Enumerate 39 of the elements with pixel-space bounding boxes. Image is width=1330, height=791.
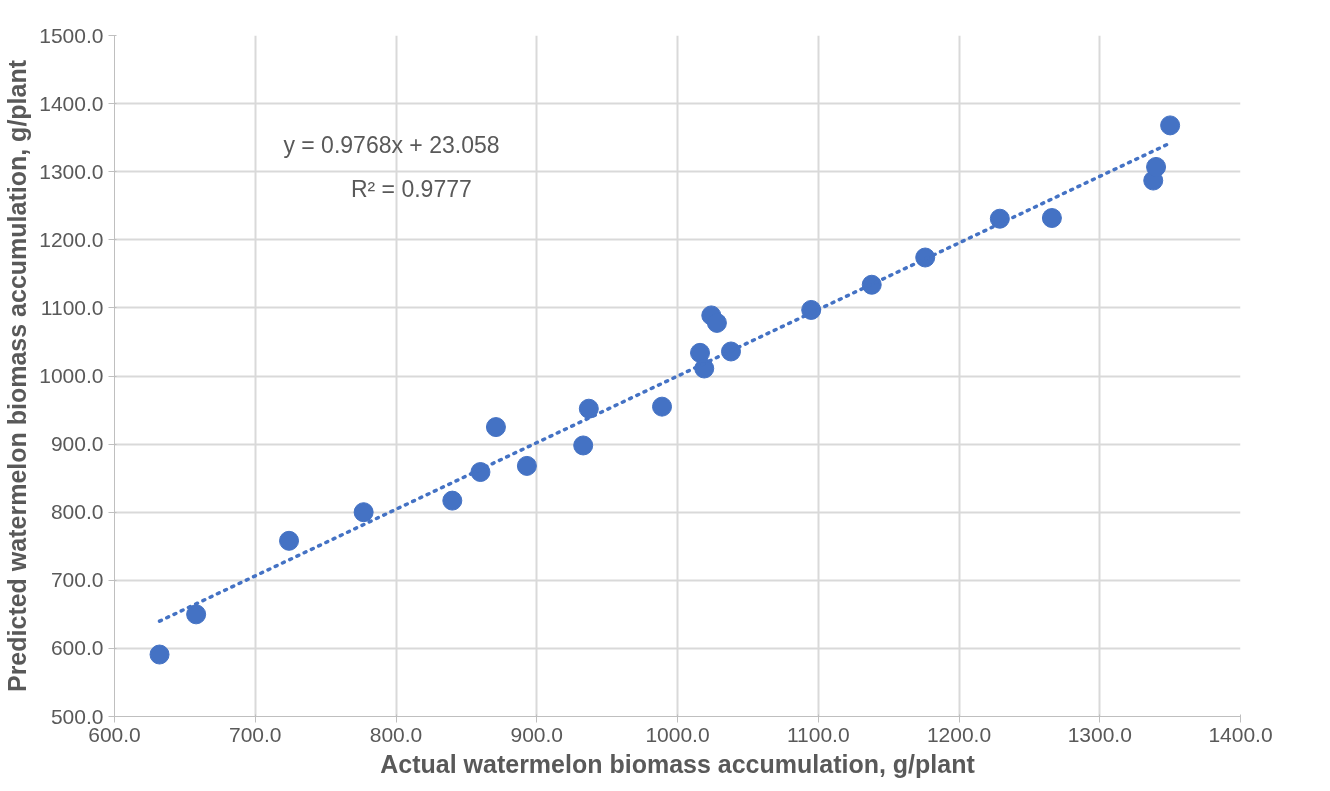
x-tick-label: 800.0 <box>369 722 423 746</box>
point <box>442 490 463 511</box>
x-axis-title: Actual watermelon biomass accumulation, g/plant <box>380 749 976 778</box>
x-tick-label: 700.0 <box>228 722 282 746</box>
point <box>279 530 300 551</box>
y-tick-label: 500.0 <box>50 704 104 728</box>
point <box>706 312 727 333</box>
point <box>690 342 711 363</box>
annotation: y = 0.9768x + 23.058 <box>283 132 500 159</box>
point <box>353 502 374 523</box>
point <box>516 455 537 476</box>
y-tick-label: 1000.0 <box>39 364 104 387</box>
point <box>652 396 673 417</box>
y-tick-label: 1200.0 <box>39 227 104 251</box>
y-tick-label: 900.0 <box>50 432 104 456</box>
point <box>989 208 1010 229</box>
x-tick-label: 900.0 <box>510 722 564 746</box>
y-tick-label: 1300.0 <box>39 159 104 183</box>
x-tick-label: 1300.0 <box>1067 722 1132 746</box>
y-tick-label: 1100.0 <box>40 295 104 319</box>
y-axis-title: Predicted watermelon biomass accumulation, g/plant <box>3 59 32 693</box>
point <box>578 398 599 419</box>
y-tick-label: 1400.0 <box>39 91 104 115</box>
point <box>149 644 170 665</box>
point <box>573 435 594 456</box>
point <box>186 604 207 625</box>
annotation: R² = 0.9777 <box>350 176 472 203</box>
x-tick-label: 1200.0 <box>926 722 992 746</box>
x-tick-label: 1100.0 <box>786 722 850 746</box>
x-tick-label: 1000.0 <box>645 722 710 746</box>
point <box>485 417 506 438</box>
point <box>1160 115 1181 136</box>
y-tick-label: 800.0 <box>50 500 104 524</box>
y-tick-label: 700.0 <box>50 568 104 592</box>
point <box>1146 156 1167 177</box>
x-tick-label: 1400.0 <box>1208 722 1273 746</box>
y-tick-label: 1500.0 <box>39 23 104 47</box>
y-tick-label: 600.0 <box>50 636 104 660</box>
point <box>1041 208 1062 228</box>
